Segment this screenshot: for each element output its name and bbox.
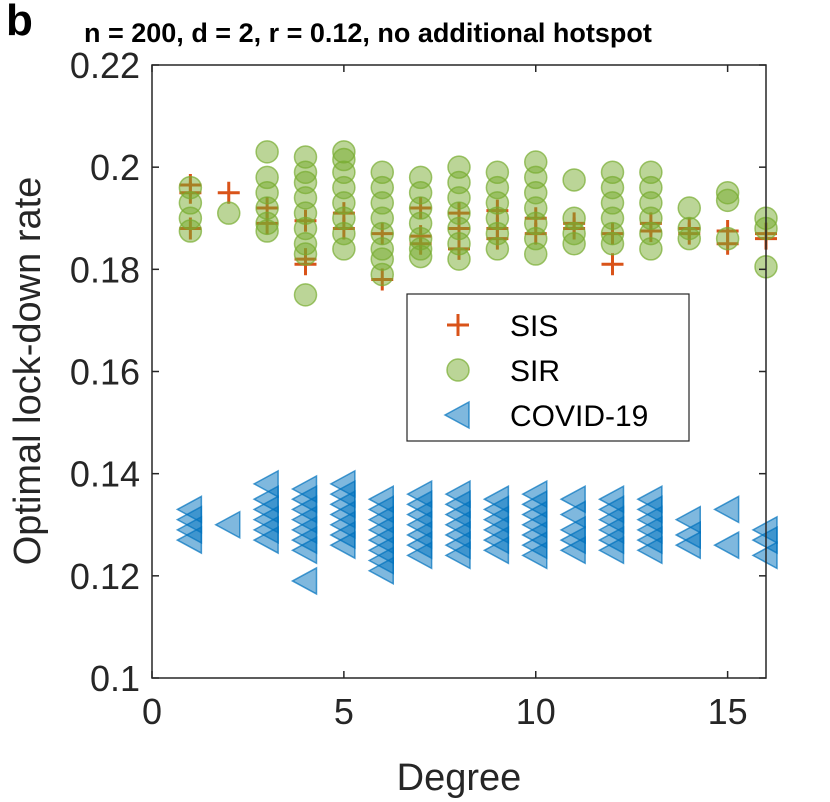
sir-point: [562, 168, 586, 192]
y-tick-label: 0.12: [70, 556, 140, 597]
x-axis-label: Degree: [397, 757, 522, 799]
sir-point: [293, 242, 318, 266]
sir-point: [639, 237, 663, 261]
sir-point: [447, 247, 471, 271]
sir-point: [332, 237, 356, 261]
sir-point: [255, 219, 279, 243]
legend-marker-sir: [446, 358, 470, 382]
sir-point: [600, 232, 625, 256]
sir-point: [408, 244, 433, 269]
points-layer: [175, 140, 778, 596]
covid-19-point: [290, 566, 318, 596]
x-tick-label: 15: [708, 691, 748, 732]
ticks-layer: 0 5 10 15 0.1 0.12 0.14 0.16 0.18 0.2 0.22: [70, 45, 766, 732]
covid-19-point: [674, 530, 701, 560]
sir-point: [715, 188, 740, 213]
covid-19-point: [367, 556, 394, 585]
sir-point: [178, 219, 203, 243]
sir-point: [524, 242, 548, 266]
sir-point: [562, 232, 586, 256]
y-tick-label: 0.14: [70, 454, 140, 495]
sir-point: [485, 237, 510, 261]
sir-point: [677, 196, 701, 220]
sir-point: [217, 201, 241, 225]
y-tick-label: 0.18: [70, 249, 140, 290]
y-tick-label: 0.1: [90, 658, 140, 699]
y-tick-label: 0.16: [70, 352, 140, 393]
legend-label-sis: SIS: [510, 310, 558, 343]
x-tick-label: 0: [142, 691, 162, 732]
legend-marker-covid-19: [443, 400, 470, 430]
sir-point: [293, 283, 318, 307]
covid-19-point: [214, 510, 241, 540]
covid-19-point: [636, 536, 663, 565]
covid-19-point: [751, 541, 778, 570]
panel-label: b: [6, 0, 33, 45]
covid-19-point: [482, 536, 510, 565]
covid-19-point: [252, 525, 279, 555]
sis-point: [217, 181, 240, 204]
legend: SIS SIR COVID-19: [406, 293, 690, 442]
sir-point: [677, 226, 701, 251]
covid-19-point: [597, 536, 625, 565]
covid-19-point: [175, 525, 203, 555]
covid-19-point: [521, 541, 548, 570]
y-tick-label: 0.2: [90, 147, 140, 188]
y-axis-label: Optimal lock-down rate: [7, 177, 49, 566]
legend-label-sir: SIR: [510, 355, 560, 388]
legend-marker-sis: [447, 314, 469, 336]
chart-title: n = 200, d = 2, r = 0.12, no additional …: [84, 18, 652, 48]
sir-point: [715, 226, 740, 251]
covid-19-point: [329, 530, 356, 560]
covid-19-point: [713, 530, 740, 560]
x-tick-label: 10: [516, 691, 556, 732]
legend-label-covid-19: COVID-19: [510, 400, 648, 433]
x-tick-label: 5: [334, 691, 354, 732]
sis-point: [601, 253, 624, 276]
covid-19-point: [559, 536, 586, 565]
sir-point: [370, 262, 394, 287]
covid-19-point: [444, 541, 471, 570]
sir-point: [255, 140, 279, 164]
covid-19-point: [406, 541, 433, 570]
y-tick-label: 0.22: [70, 45, 140, 86]
covid-19-point: [290, 536, 318, 565]
covid-19-point: [713, 495, 740, 524]
